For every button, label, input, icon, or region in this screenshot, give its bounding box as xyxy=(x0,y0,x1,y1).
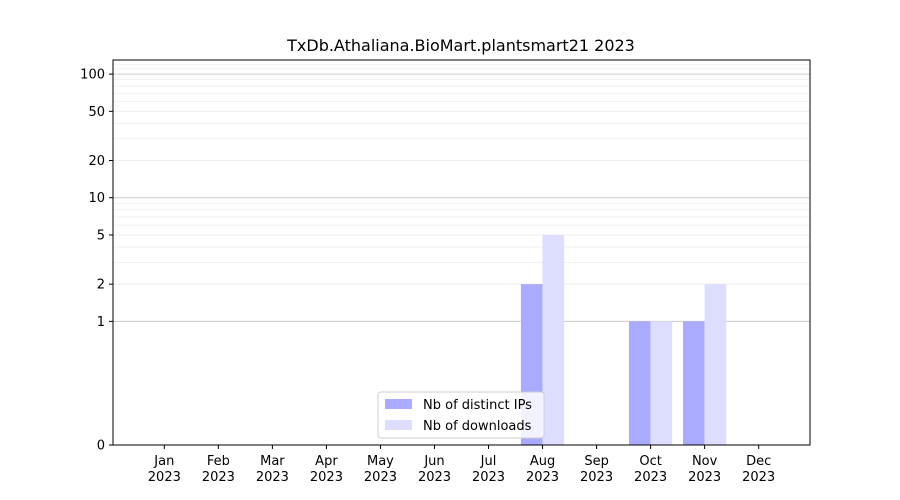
x-tick-label: Dec 2023 xyxy=(742,454,775,485)
bar-downloads-aug xyxy=(542,234,565,445)
legend-box xyxy=(377,391,545,439)
y-tick-label: 2 xyxy=(97,278,105,293)
x-tick-label: May 2023 xyxy=(364,454,397,485)
y-axis-ticks: 0 1 2 5 10 20 50 100 xyxy=(80,68,113,454)
x-tick-label: Oct 2023 xyxy=(634,454,667,485)
x-tick-label: Nov 2023 xyxy=(688,454,721,485)
y-tick-label: 100 xyxy=(80,68,105,83)
x-tick-label: Mar 2023 xyxy=(256,454,289,485)
legend-label: Nb of downloads xyxy=(423,419,532,434)
y-tick-label: 5 xyxy=(97,228,105,243)
x-tick-label: Jul 2023 xyxy=(472,454,505,485)
x-tick-label: Jan 2023 xyxy=(148,454,181,485)
y-tick-label: 0 xyxy=(97,439,105,454)
legend-label: Nb of distinct IPs xyxy=(423,398,532,413)
bar-distinct-ips-nov xyxy=(683,321,705,445)
y-tick-label: 1 xyxy=(97,315,105,330)
x-tick-label: Feb 2023 xyxy=(202,454,235,485)
x-tick-label: Aug 2023 xyxy=(526,454,559,485)
x-axis-ticks: Jan 2023 Feb 2023 Mar 2023 Apr 2023 May 2023 Jun 20… xyxy=(148,445,775,485)
y-tick-label: 50 xyxy=(88,105,105,120)
plot-frame xyxy=(112,59,811,446)
x-tick-label: Apr 2023 xyxy=(310,454,343,485)
bar-distinct-ips-oct xyxy=(628,321,651,445)
legend-swatch xyxy=(385,420,412,430)
legend-swatch xyxy=(385,399,412,409)
y-tick-label: 10 xyxy=(88,191,105,206)
x-tick-label: Sep 2023 xyxy=(580,454,613,485)
y-tick-label: 20 xyxy=(88,154,105,169)
chart-title: TxDb.Athaliana.BioMart.plantsmart21 2023 xyxy=(286,36,635,55)
legend: Nb of distinct IPs Nb of downloads xyxy=(377,391,545,439)
x-tick-label: Jun 2023 xyxy=(418,454,451,485)
bar-downloads-oct xyxy=(650,321,673,445)
bar-downloads-nov xyxy=(704,284,727,445)
